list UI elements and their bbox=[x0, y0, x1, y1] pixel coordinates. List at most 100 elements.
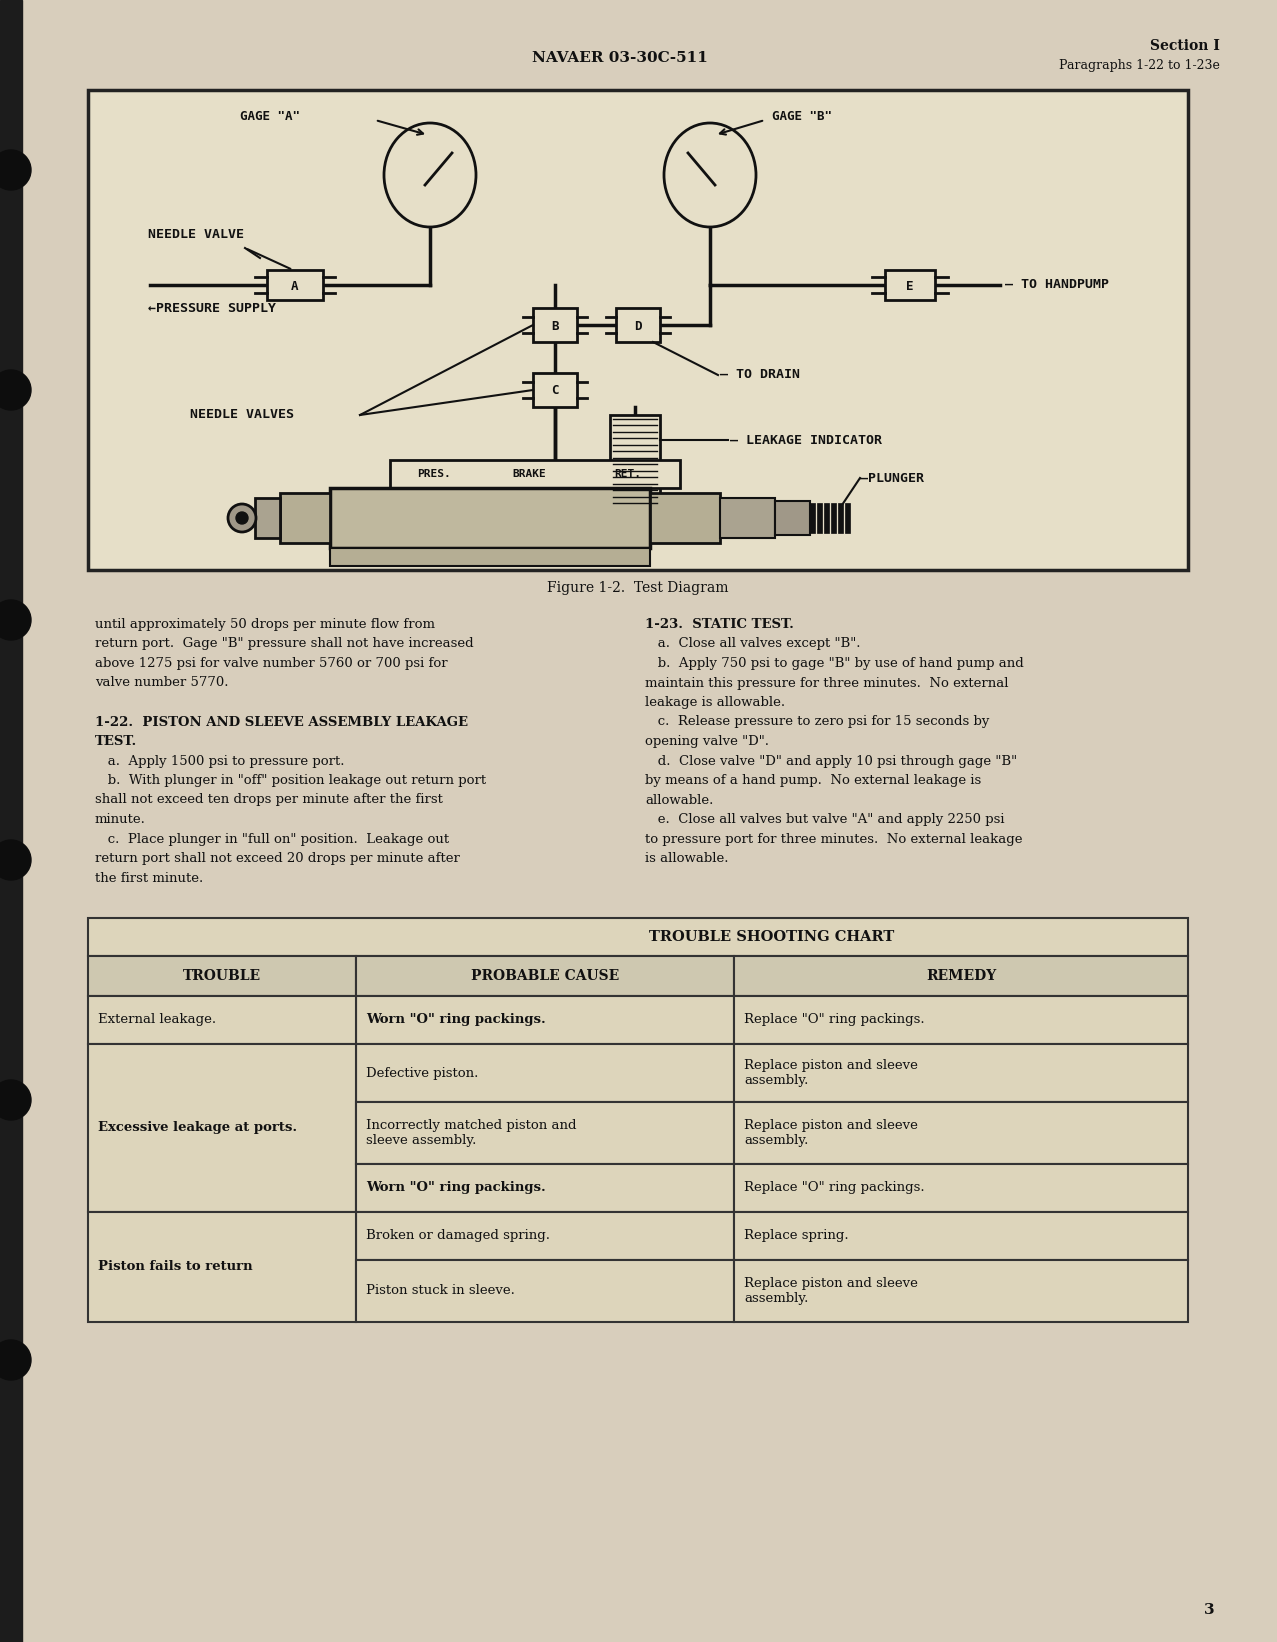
Text: Paragraphs 1-22 to 1-23e: Paragraphs 1-22 to 1-23e bbox=[1059, 59, 1220, 72]
Text: allowable.: allowable. bbox=[645, 793, 714, 806]
Text: Replace piston and sleeve
assembly.: Replace piston and sleeve assembly. bbox=[744, 1277, 918, 1305]
Text: TROUBLE: TROUBLE bbox=[183, 969, 261, 984]
Text: Defective piston.: Defective piston. bbox=[366, 1067, 479, 1079]
Bar bbox=[329, 548, 650, 566]
Text: shall not exceed ten drops per minute after the first: shall not exceed ten drops per minute af… bbox=[94, 793, 443, 806]
Text: Broken or damaged spring.: Broken or damaged spring. bbox=[366, 1230, 550, 1243]
Text: d.  Close valve "D" and apply 10 psi through gage "B": d. Close valve "D" and apply 10 psi thro… bbox=[645, 755, 1016, 767]
Circle shape bbox=[0, 599, 31, 640]
Text: by means of a hand pump.  No external leakage is: by means of a hand pump. No external lea… bbox=[645, 773, 981, 787]
Text: GAGE "A": GAGE "A" bbox=[240, 110, 300, 123]
Text: NEEDLE VALVES: NEEDLE VALVES bbox=[190, 409, 294, 422]
Circle shape bbox=[0, 369, 31, 410]
Text: — TO HANDPUMP: — TO HANDPUMP bbox=[1005, 279, 1108, 292]
Bar bbox=[650, 493, 720, 544]
Circle shape bbox=[229, 504, 255, 532]
Text: TROUBLE SHOOTING CHART: TROUBLE SHOOTING CHART bbox=[650, 929, 895, 944]
Bar bbox=[356, 1164, 734, 1212]
Text: Excessive leakage at ports.: Excessive leakage at ports. bbox=[98, 1121, 298, 1135]
Text: C: C bbox=[552, 384, 559, 397]
Text: Figure 1-2.  Test Diagram: Figure 1-2. Test Diagram bbox=[548, 581, 729, 594]
Text: Replace piston and sleeve
assembly.: Replace piston and sleeve assembly. bbox=[744, 1059, 918, 1087]
Text: b.  Apply 750 psi to gage "B" by use of hand pump and: b. Apply 750 psi to gage "B" by use of h… bbox=[645, 657, 1024, 670]
Bar bbox=[88, 1044, 356, 1212]
Ellipse shape bbox=[664, 123, 756, 227]
Text: 1-23.  STATIC TEST.: 1-23. STATIC TEST. bbox=[645, 617, 794, 631]
Text: opening valve "D".: opening valve "D". bbox=[645, 736, 769, 749]
Text: leakage is allowable.: leakage is allowable. bbox=[645, 696, 785, 709]
Text: NAVAER 03-30C-511: NAVAER 03-30C-511 bbox=[533, 51, 707, 66]
Bar bbox=[88, 1212, 356, 1322]
Text: valve number 5770.: valve number 5770. bbox=[94, 677, 229, 690]
Text: Worn "O" ring packings.: Worn "O" ring packings. bbox=[366, 1013, 545, 1026]
Text: GAGE "B": GAGE "B" bbox=[773, 110, 833, 123]
Bar bbox=[0, 0, 22, 1642]
Bar bbox=[356, 1044, 734, 1102]
Circle shape bbox=[0, 841, 31, 880]
Text: Replace piston and sleeve
assembly.: Replace piston and sleeve assembly. bbox=[744, 1118, 918, 1148]
Bar bbox=[356, 1102, 734, 1164]
Bar bbox=[356, 1212, 734, 1259]
Text: Replace "O" ring packings.: Replace "O" ring packings. bbox=[744, 1182, 925, 1194]
Text: a.  Close all valves except "B".: a. Close all valves except "B". bbox=[645, 637, 861, 650]
Bar bbox=[734, 1259, 1188, 1322]
Text: Replace spring.: Replace spring. bbox=[744, 1230, 849, 1243]
Bar bbox=[356, 956, 734, 997]
Circle shape bbox=[0, 1340, 31, 1379]
Text: NEEDLE VALVE: NEEDLE VALVE bbox=[148, 228, 244, 241]
Bar bbox=[356, 1259, 734, 1322]
Text: maintain this pressure for three minutes.  No external: maintain this pressure for three minutes… bbox=[645, 677, 1009, 690]
Text: —PLUNGER: —PLUNGER bbox=[859, 471, 925, 484]
Bar bbox=[329, 488, 650, 548]
Bar bbox=[255, 498, 280, 539]
Bar bbox=[838, 502, 843, 534]
Circle shape bbox=[236, 512, 248, 524]
Text: 3: 3 bbox=[1204, 1603, 1214, 1617]
Text: return port shall not exceed 20 drops per minute after: return port shall not exceed 20 drops pe… bbox=[94, 852, 460, 865]
Text: PRES.: PRES. bbox=[416, 470, 451, 479]
Bar bbox=[824, 502, 829, 534]
Text: BRAKE: BRAKE bbox=[512, 470, 547, 479]
Text: Piston stuck in sleeve.: Piston stuck in sleeve. bbox=[366, 1284, 515, 1297]
Text: 1-22.  PISTON AND SLEEVE ASSEMBLY LEAKAGE: 1-22. PISTON AND SLEEVE ASSEMBLY LEAKAGE bbox=[94, 716, 467, 729]
Text: is allowable.: is allowable. bbox=[645, 852, 728, 865]
Text: until approximately 50 drops per minute flow from: until approximately 50 drops per minute … bbox=[94, 617, 435, 631]
Text: Section I: Section I bbox=[1151, 39, 1220, 53]
Bar bbox=[831, 502, 836, 534]
Bar bbox=[616, 309, 660, 342]
Bar bbox=[734, 1102, 1188, 1164]
Bar bbox=[734, 956, 1188, 997]
Bar bbox=[810, 502, 815, 534]
Circle shape bbox=[0, 149, 31, 190]
Bar bbox=[533, 373, 577, 407]
Bar bbox=[734, 1164, 1188, 1212]
Text: E: E bbox=[907, 279, 914, 292]
Bar bbox=[88, 90, 1188, 570]
Text: Piston fails to return: Piston fails to return bbox=[98, 1261, 253, 1274]
Text: PROBABLE CAUSE: PROBABLE CAUSE bbox=[471, 969, 619, 984]
Text: A: A bbox=[291, 279, 299, 292]
Text: TEST.: TEST. bbox=[94, 736, 137, 749]
Bar bbox=[389, 460, 679, 488]
Text: return port.  Gage "B" pressure shall not have increased: return port. Gage "B" pressure shall not… bbox=[94, 637, 474, 650]
Bar bbox=[267, 269, 323, 300]
Text: External leakage.: External leakage. bbox=[98, 1013, 216, 1026]
Text: Incorrectly matched piston and
sleeve assembly.: Incorrectly matched piston and sleeve as… bbox=[366, 1118, 576, 1148]
Bar bbox=[356, 997, 734, 1044]
Text: above 1275 psi for valve number 5760 or 700 psi for: above 1275 psi for valve number 5760 or … bbox=[94, 657, 448, 670]
Text: minute.: minute. bbox=[94, 813, 146, 826]
Text: e.  Close all valves but valve "A" and apply 2250 psi: e. Close all valves but valve "A" and ap… bbox=[645, 813, 1005, 826]
Text: Replace "O" ring packings.: Replace "O" ring packings. bbox=[744, 1013, 925, 1026]
Bar bbox=[88, 918, 1188, 956]
Text: RET.: RET. bbox=[614, 470, 641, 479]
Text: D: D bbox=[635, 320, 642, 332]
Text: the first minute.: the first minute. bbox=[94, 872, 203, 885]
Text: c.  Release pressure to zero psi for 15 seconds by: c. Release pressure to zero psi for 15 s… bbox=[645, 716, 990, 729]
Bar bbox=[775, 501, 810, 535]
Bar bbox=[734, 997, 1188, 1044]
Circle shape bbox=[0, 1080, 31, 1120]
Text: ←PRESSURE SUPPLY: ←PRESSURE SUPPLY bbox=[148, 302, 276, 315]
Text: B: B bbox=[552, 320, 559, 332]
Bar bbox=[280, 493, 329, 544]
Bar bbox=[817, 502, 822, 534]
